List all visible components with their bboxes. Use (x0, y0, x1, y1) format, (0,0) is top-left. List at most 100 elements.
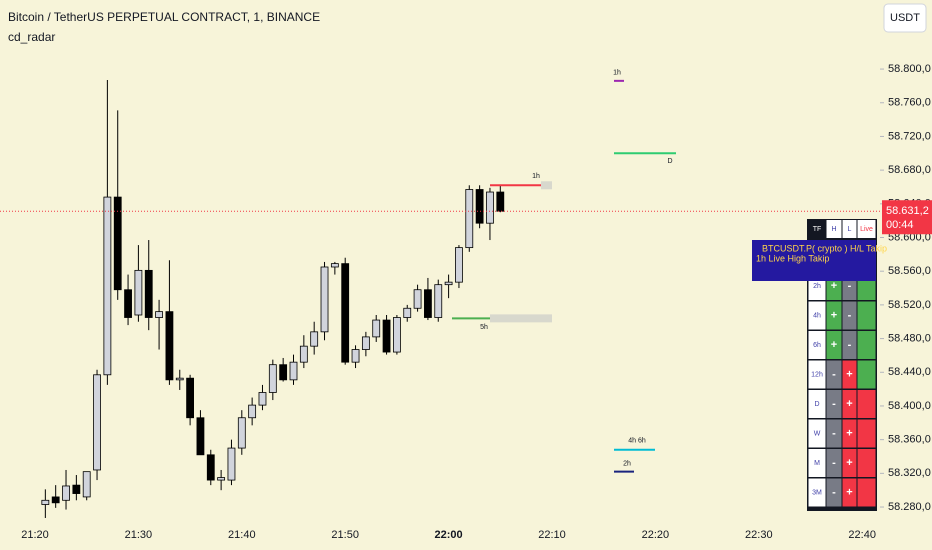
x-tick-label: 21:50 (331, 529, 359, 541)
table-header: L (848, 226, 852, 233)
last-price-label: 58.631,2 (886, 205, 929, 217)
table-cell (808, 331, 826, 359)
x-tick-label: 22:20 (642, 529, 670, 541)
candle-body (113, 196, 122, 291)
table-cell (842, 360, 857, 389)
candle-body (424, 289, 432, 318)
table-cell-text: - (848, 339, 852, 351)
x-tick-label: 22:30 (745, 529, 773, 541)
table-cell-text: + (831, 280, 837, 292)
level-label: 1h (613, 70, 621, 77)
table-cell-text: + (846, 427, 852, 439)
candle-body (475, 189, 484, 224)
tooltip-text: BTCUSDT.P( crypto ) H/L Takip (762, 243, 887, 253)
y-tick-label: 58.440,0 (888, 366, 931, 378)
candle-body (486, 191, 494, 224)
level-zone (490, 314, 552, 323)
table-cell-text: 6h (813, 342, 821, 349)
table-cell (857, 301, 876, 330)
table-cell-text: + (846, 368, 852, 380)
candle-body (206, 454, 215, 481)
candle-body (82, 471, 91, 498)
candle-body (258, 392, 267, 406)
table-cell (842, 331, 857, 359)
candle-body (279, 364, 288, 381)
countdown: 00:44 (886, 219, 914, 231)
table-cell (857, 449, 876, 477)
candle-body (93, 374, 101, 471)
currency-button[interactable] (883, 3, 927, 33)
table-header-cell (857, 220, 876, 238)
x-tick-label: 22:00 (435, 529, 463, 541)
table-cell-text: 4h (813, 312, 821, 319)
candle-body (165, 311, 174, 381)
table-cell (842, 449, 857, 477)
table-cell-text: + (831, 309, 837, 321)
candle-body (217, 477, 226, 481)
x-tick-label: 21:40 (228, 529, 256, 541)
last-price-box (882, 200, 932, 235)
candle-body (268, 364, 277, 393)
candle-body (237, 417, 246, 449)
table-cell (842, 478, 857, 507)
table-cell-text: - (848, 280, 852, 292)
chart-title: Bitcoin / TetherUS PERPETUAL CONTRACT, 1… (8, 10, 320, 24)
y-tick-label: 58.760,0 (888, 97, 931, 109)
table-cell-text: M (814, 460, 820, 467)
candle-body (103, 196, 112, 376)
table-cell (808, 390, 826, 418)
candle-body (455, 247, 463, 283)
candle-body (403, 307, 412, 318)
table-cell (857, 360, 876, 389)
table-cell-text: - (832, 457, 836, 469)
candle-body (392, 317, 401, 353)
candle-body (299, 345, 308, 363)
table-cell-text: - (832, 398, 836, 410)
table-cell-text: 3M (812, 489, 822, 496)
table-cell (808, 478, 826, 507)
candle-body (465, 189, 474, 249)
candle-body (351, 349, 360, 363)
candle-body (341, 263, 350, 363)
y-tick-label: 58.560,0 (888, 265, 931, 277)
y-tick-label: 58.520,0 (888, 299, 931, 311)
table-cell (842, 390, 857, 418)
table-cell (857, 390, 876, 418)
table-header-cell (826, 220, 842, 238)
candle-body (382, 319, 391, 353)
table-cell (808, 301, 826, 330)
x-tick-label: 21:20 (21, 529, 49, 541)
table-cell (826, 449, 842, 477)
table-cell (826, 419, 842, 448)
candle-body (330, 263, 339, 268)
candle-body (496, 191, 505, 212)
y-tick-label: 58.600,0 (888, 231, 931, 243)
candle-body (41, 499, 50, 505)
table-cell (857, 478, 876, 507)
table-cell (857, 419, 876, 448)
candle-body (434, 284, 443, 318)
level-label: 5h (480, 324, 488, 331)
candle-body (320, 266, 329, 333)
candle-body (196, 417, 205, 456)
table-cell (826, 360, 842, 389)
level-zone (541, 181, 552, 190)
indicator-name: cd_radar (8, 30, 55, 44)
currency-label[interactable]: USDT (890, 12, 920, 24)
table-cell-text: - (848, 309, 852, 321)
table-cell-text: - (832, 368, 836, 380)
x-tick-label: 22:10 (538, 529, 566, 541)
table-cell (808, 360, 826, 389)
table-cell (857, 331, 876, 359)
candle-body (413, 289, 422, 309)
table-header-cell (808, 220, 826, 238)
table-cell (842, 419, 857, 448)
y-tick-label: 58.680,0 (888, 164, 931, 176)
level-label: D (667, 158, 672, 165)
candle-body (186, 377, 195, 419)
y-tick-label: 58.400,0 (888, 400, 931, 412)
candle-body (444, 281, 453, 286)
table-cell-text: 12h (811, 371, 823, 378)
candle-body (310, 331, 319, 347)
